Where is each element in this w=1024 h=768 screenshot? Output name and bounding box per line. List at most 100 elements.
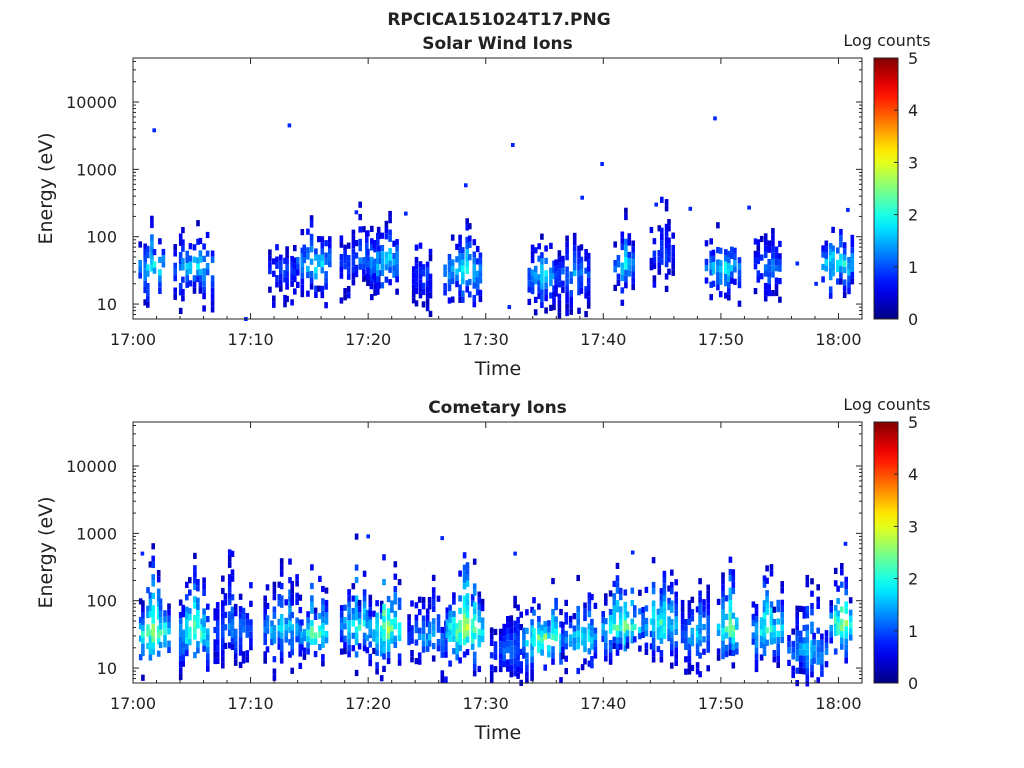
heatmap-cell: [425, 292, 430, 299]
heatmap-cell: [593, 602, 598, 609]
heatmap-cell: [263, 626, 267, 633]
heatmap-cell: [386, 620, 391, 627]
heatmap-cell: [601, 617, 605, 624]
heatmap-cell: [448, 623, 452, 630]
heatmap-cell: [151, 617, 155, 624]
heatmap-cell: [290, 262, 294, 269]
heatmap-cell: [465, 255, 469, 262]
heatmap-cell: [850, 234, 855, 241]
heatmap-cell: [667, 604, 671, 611]
heatmap-cell: [370, 238, 374, 245]
heatmap-cell: [565, 266, 569, 273]
heatmap-cell: [375, 612, 379, 619]
heatmap-cell: [533, 272, 538, 279]
heatmap-point: [511, 143, 515, 147]
heatmap-cell: [392, 240, 396, 247]
heatmap-cell: [458, 644, 462, 652]
heatmap-cell: [470, 643, 475, 650]
heatmap-cell: [587, 623, 592, 630]
heatmap-cell: [288, 639, 292, 646]
heatmap-cell: [372, 242, 376, 249]
heatmap-cell: [624, 238, 628, 245]
heatmap-cell: [210, 293, 215, 301]
heatmap-cell: [670, 625, 674, 632]
heatmap-cell: [612, 636, 617, 643]
heatmap-cell: [472, 263, 477, 271]
heatmap-cell: [816, 646, 820, 653]
heatmap-cell: [468, 223, 472, 230]
heatmap-cell: [718, 291, 723, 298]
heatmap-cell: [559, 652, 563, 659]
heatmap-cell: [674, 579, 678, 586]
heatmap-cell: [263, 614, 267, 621]
heatmap-cell: [584, 249, 588, 256]
heatmap-cell: [173, 287, 177, 294]
heatmap-cell: [227, 555, 232, 562]
heatmap-cell: [551, 633, 555, 640]
heatmap-cell: [527, 286, 532, 293]
heatmap-cell: [151, 642, 155, 649]
heatmap-cell: [241, 620, 246, 627]
heatmap-cell: [716, 247, 720, 254]
heatmap-cell: [158, 610, 163, 618]
heatmap-cell: [624, 269, 628, 276]
heatmap-cell: [458, 253, 462, 260]
heatmap-cell: [540, 295, 544, 302]
heatmap-cell: [181, 264, 185, 271]
heatmap-cell: [759, 273, 764, 280]
heatmap-cell: [320, 267, 325, 274]
heatmap-cell: [684, 625, 688, 632]
heatmap-cell: [798, 630, 803, 637]
heatmap-cell: [791, 647, 795, 654]
heatmap-cell: [791, 671, 795, 679]
heatmap-cell: [324, 612, 329, 619]
y-axis-label: Energy (eV): [35, 496, 57, 608]
heatmap-cell: [380, 282, 385, 289]
heatmap-cell: [368, 619, 373, 626]
heatmap-cell: [579, 269, 584, 276]
heatmap-cell: [414, 639, 419, 646]
heatmap-cell: [143, 286, 147, 294]
heatmap-cell: [313, 607, 318, 614]
heatmap-cell: [313, 613, 318, 620]
heatmap-cell: [347, 644, 351, 652]
heatmap-cell: [572, 257, 577, 264]
heatmap-cell: [731, 587, 736, 595]
heatmap-cell: [472, 583, 477, 590]
heatmap-cell: [458, 265, 462, 272]
heatmap-cell: [386, 595, 391, 603]
heatmap-cell: [279, 273, 283, 280]
heatmap-cell: [407, 626, 411, 633]
heatmap-cell: [272, 612, 277, 619]
heatmap-cell: [659, 600, 664, 607]
heatmap-cell: [196, 275, 200, 283]
heatmap-cell: [537, 292, 541, 299]
heatmap-cell: [670, 588, 674, 595]
heatmap-cell: [427, 640, 432, 647]
heatmap-cell: [540, 270, 544, 277]
heatmap-cell: [630, 587, 635, 594]
heatmap-cell: [390, 625, 394, 632]
heatmap-cell: [601, 611, 605, 618]
heatmap-cell: [161, 255, 166, 262]
heatmap-cell: [631, 271, 635, 278]
heatmap-cell: [279, 651, 284, 658]
heatmap-cell: [631, 277, 635, 284]
heatmap-cell: [156, 632, 161, 639]
colorbar: [873, 57, 899, 320]
heatmap-cell: [181, 611, 185, 618]
heatmap-cell: [559, 639, 563, 647]
heatmap-cell: [670, 637, 674, 644]
heatmap-cell: [452, 635, 456, 642]
heatmap-cell: [362, 263, 366, 270]
heatmap-cell: [615, 581, 620, 588]
heatmap-cell: [206, 628, 210, 635]
heatmap-cell: [277, 637, 282, 644]
heatmap-cell: [185, 650, 189, 657]
heatmap-cell: [318, 575, 322, 582]
heatmap-cell: [279, 260, 283, 267]
heatmap-cell: [506, 634, 510, 641]
heatmap-cell: [178, 636, 183, 643]
heatmap-cell: [576, 618, 580, 625]
heatmap-cell: [295, 617, 299, 624]
